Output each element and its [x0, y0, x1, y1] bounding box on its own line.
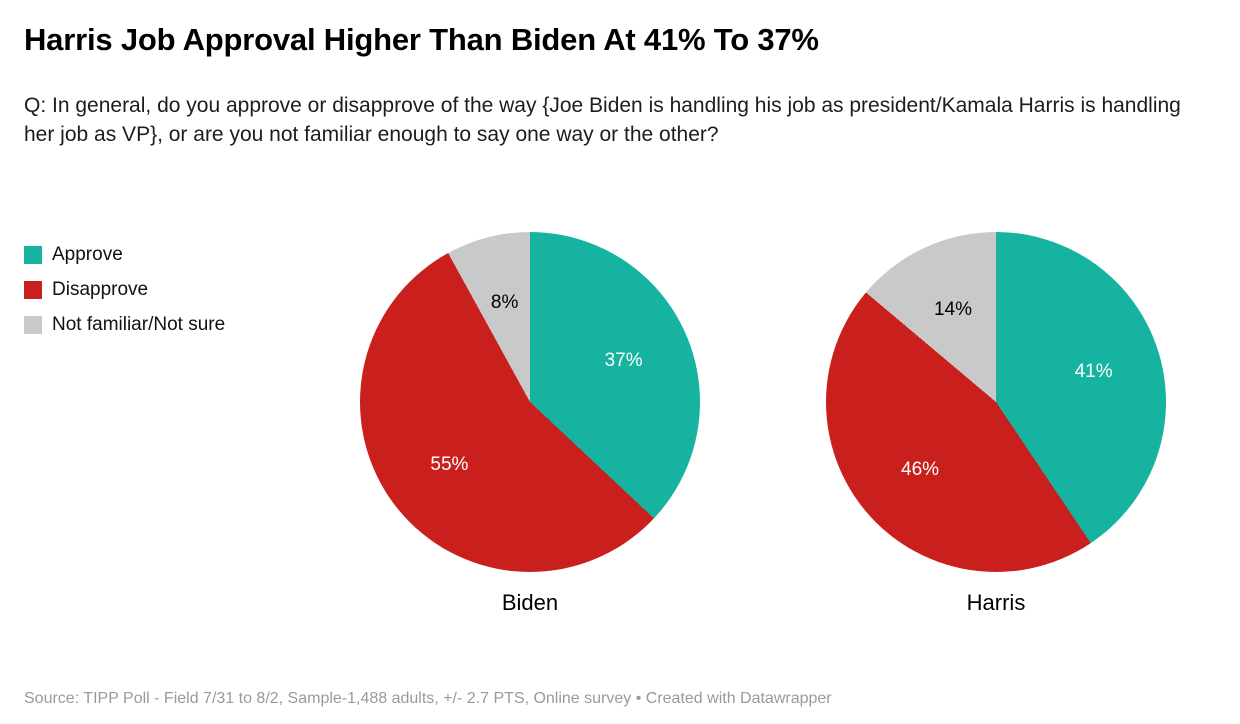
pie-label-biden: Biden	[501, 590, 559, 615]
legend: Approve Disapprove Not familiar/Not sure	[24, 244, 225, 336]
pie-chart-harris: 41% 46% 14%	[826, 232, 1166, 572]
pie-slice-label: 46%	[901, 459, 940, 481]
pie-slice-label: 41%	[1074, 361, 1113, 383]
pie-chart-biden: 37% 55% 8%	[360, 232, 700, 572]
legend-item-not-familiar: Not familiar/Not sure	[24, 314, 225, 336]
pie-slice-label: 55%	[430, 453, 469, 475]
pie-slice-label: 37%	[604, 350, 643, 372]
pie-slice-label: 14%	[933, 298, 972, 320]
pie-label-harris: Harris	[966, 590, 1026, 615]
source-line: Source: TIPP Poll - Field 7/31 to 8/2, S…	[24, 690, 832, 707]
pie-slice-label: 8%	[490, 292, 519, 314]
legend-label-not-familiar: Not familiar/Not sure	[52, 314, 226, 335]
chart-subtitle: Q: In general, do you approve or disappr…	[24, 94, 1181, 146]
legend-label-disapprove: Disapprove	[52, 279, 149, 300]
legend-swatch-not-familiar	[24, 316, 42, 334]
legend-swatch-disapprove	[24, 281, 42, 299]
legend-item-approve: Approve	[24, 244, 225, 266]
chart-title: Harris Job Approval Higher Than Biden At…	[24, 22, 819, 57]
legend-item-disapprove: Disapprove	[24, 279, 225, 301]
legend-label-approve: Approve	[52, 244, 123, 265]
legend-swatch-approve	[24, 246, 42, 264]
